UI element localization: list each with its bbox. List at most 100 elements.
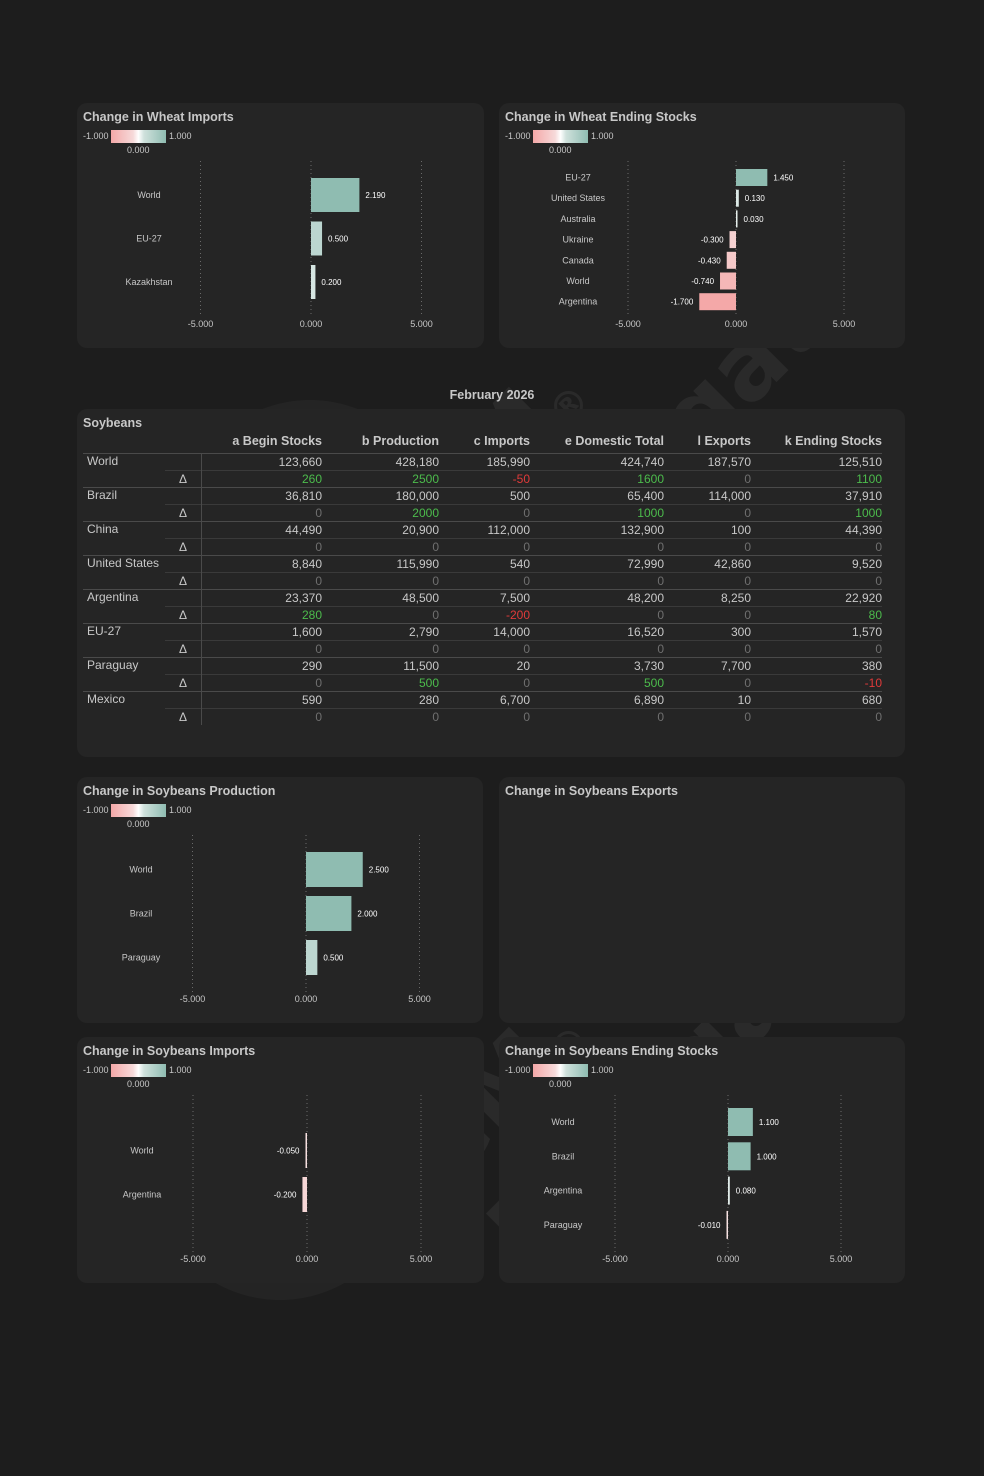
- delta-cell: 0: [439, 640, 530, 658]
- col-header: k Ending Stocks: [784, 434, 882, 448]
- legend-gradient: [111, 1064, 166, 1077]
- legend-max: 1.000: [591, 131, 614, 141]
- row-divider: [201, 521, 202, 539]
- delta-cell: 280: [202, 606, 322, 624]
- table-delta-row: Δ 260 2500 -50 1600 0 1100: [83, 470, 882, 488]
- chart-title: Change in Soybeans Imports: [83, 1044, 256, 1058]
- category-label: World: [137, 190, 160, 200]
- value-cell: 8,840: [202, 555, 322, 573]
- value-cell: 428,180: [322, 453, 439, 471]
- row-spacer: [83, 607, 165, 624]
- table-delta-row: Δ 280 0 -200 0 0 80: [83, 606, 882, 624]
- value-cell: 10: [664, 691, 751, 709]
- value-cell: 7,700: [664, 657, 751, 675]
- delta-cell: 0: [322, 708, 439, 725]
- value-cell: 123,660: [202, 453, 322, 471]
- chart-title: Change in Soybeans Production: [83, 784, 276, 798]
- value-cell: 22,920: [751, 589, 882, 607]
- value-cell: 14,000: [439, 623, 530, 641]
- value-cell: 20,900: [322, 521, 439, 539]
- bar: [736, 189, 739, 207]
- delta-cell: 500: [322, 674, 439, 692]
- delta-cell: 500: [530, 674, 664, 692]
- value-label: 2.190: [365, 191, 386, 200]
- row-divider: [201, 453, 202, 471]
- category-label: United States: [551, 193, 606, 203]
- value-cell: 680: [751, 691, 882, 709]
- chart-title: Change in Soybeans Exports: [505, 784, 678, 798]
- row-spacer: [83, 539, 165, 556]
- delta-cell: 0: [202, 572, 322, 590]
- row-country: United States: [83, 555, 165, 573]
- delta-cell: 0: [202, 640, 322, 658]
- x-tick-label: 5.000: [830, 1254, 853, 1264]
- delta-cell: 0: [439, 572, 530, 590]
- row-spacer: [83, 709, 165, 726]
- category-label: Argentina: [559, 297, 598, 307]
- value-cell: 100: [664, 521, 751, 539]
- category-label: EU-27: [565, 173, 591, 183]
- delta-cell: 0: [664, 708, 751, 725]
- row-spacer: [83, 471, 165, 488]
- value-label: -0.010: [698, 1221, 721, 1230]
- category-label: Brazil: [130, 909, 153, 919]
- value-cell: 112,000: [439, 521, 530, 539]
- table-title: Soybeans: [83, 416, 143, 430]
- value-label: 1.450: [773, 174, 794, 183]
- color-legend: -1.000 1.000 0.000: [83, 804, 203, 834]
- col-header: b Production: [361, 434, 439, 448]
- soy-ending-stocks-panel: Change in Soybeans Ending Stocks -1.000 …: [499, 1037, 905, 1283]
- row-spacer: [165, 487, 202, 505]
- delta-cell: 0: [530, 606, 664, 624]
- chart-title: Change in Wheat Ending Stocks: [505, 110, 697, 124]
- x-tick-label: -5.000: [188, 319, 214, 329]
- x-tick-label: 0.000: [717, 1254, 740, 1264]
- delta-cell: 0: [751, 708, 882, 725]
- value-cell: 280: [322, 691, 439, 709]
- value-cell: 42,860: [664, 555, 751, 573]
- row-divider: [201, 555, 202, 573]
- row-country: Brazil: [83, 487, 165, 505]
- row-divider: [201, 657, 202, 675]
- table-row: World 123,660 428,180 185,990 424,740 187,570…: [83, 453, 882, 471]
- value-cell: 11,500: [322, 657, 439, 675]
- delta-symbol: Δ: [165, 606, 202, 624]
- soybeans-table: a Begin Stocks b Production c Imports e …: [83, 429, 882, 725]
- category-label: Argentina: [123, 1190, 162, 1200]
- row-spacer: [165, 691, 202, 709]
- delta-symbol: Δ: [165, 674, 202, 692]
- delta-cell: 0: [202, 504, 322, 522]
- delta-cell: 0: [664, 640, 751, 658]
- color-legend: -1.000 1.000 0.000: [83, 1064, 203, 1094]
- bar: [736, 169, 768, 186]
- wheat-ending-stocks-panel: Change in Wheat Ending Stocks -1.000 1.0…: [499, 103, 905, 348]
- delta-cell: 260: [202, 470, 322, 488]
- bar: [306, 940, 318, 975]
- row-country: China: [83, 521, 165, 539]
- delta-cell: 0: [439, 504, 530, 522]
- delta-symbol: Δ: [165, 470, 202, 488]
- delta-cell: 0: [322, 538, 439, 556]
- category-label: Ukraine: [562, 235, 593, 245]
- category-label: Argentina: [544, 1186, 583, 1196]
- x-tick-label: 5.000: [408, 994, 431, 1004]
- value-label: -0.050: [277, 1147, 300, 1156]
- row-spacer: [165, 453, 202, 471]
- value-cell: 114,000: [664, 487, 751, 505]
- x-tick-label: 0.000: [300, 319, 323, 329]
- delta-cell: 0: [202, 674, 322, 692]
- x-tick-label: 0.000: [296, 1254, 319, 1264]
- category-label: Kazakhstan: [125, 277, 172, 287]
- x-tick-label: 0.000: [725, 319, 748, 329]
- value-cell: 540: [439, 555, 530, 573]
- row-spacer: [83, 573, 165, 590]
- soy-production-panel: Change in Soybeans Production -1.000 1.0…: [77, 777, 483, 1023]
- category-label: World: [566, 276, 589, 286]
- value-cell: 185,990: [439, 453, 530, 471]
- table-row: Paraguay 290 11,500 20 3,730 7,700 380: [83, 657, 882, 675]
- col-header: l Exports: [697, 434, 752, 448]
- value-label: 2.000: [357, 910, 378, 919]
- bar: [720, 272, 736, 290]
